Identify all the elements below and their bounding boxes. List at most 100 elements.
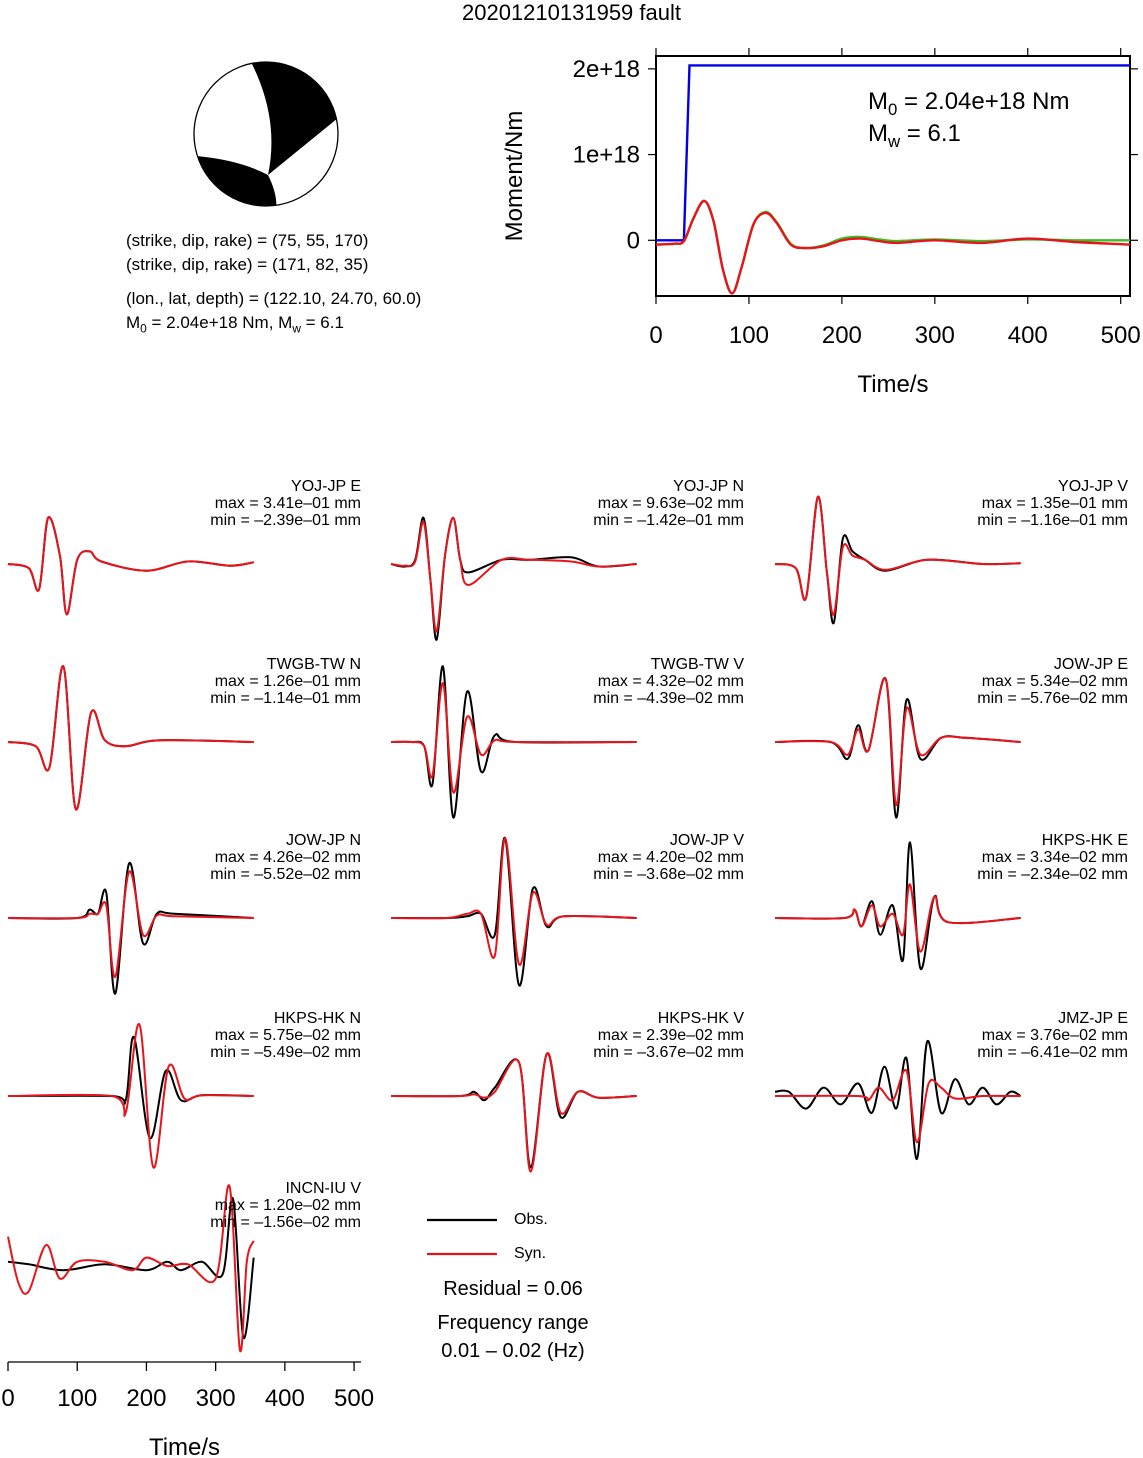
wave-x-tick-label: 300 bbox=[196, 1385, 236, 1412]
legend-syn-label: Syn. bbox=[514, 1245, 547, 1262]
moment-y-tick-label: 0 bbox=[627, 227, 640, 254]
wave-x-axis-label: Time/s bbox=[149, 1434, 220, 1458]
moment-plot-frame bbox=[655, 55, 1131, 297]
station-min-value: min = –2.34e–02 mm bbox=[977, 866, 1128, 883]
station-min-value: min = –6.41e–02 mm bbox=[977, 1044, 1128, 1061]
station-max-value: max = 2.39e–02 mm bbox=[597, 1027, 744, 1044]
plane2-text: (strike, dip, rake) = (171, 82, 35) bbox=[126, 255, 369, 274]
wave-x-tick-label: 0 bbox=[1, 1385, 14, 1412]
station-max-value: max = 4.20e–02 mm bbox=[597, 849, 744, 866]
wave-x-tick-label: 400 bbox=[265, 1385, 305, 1412]
moment-y-axis-label: Moment/Nm bbox=[501, 111, 528, 242]
syn-trace bbox=[7, 870, 254, 978]
station-min-value: min = –4.39e–02 mm bbox=[593, 690, 744, 707]
station-max-value: max = 1.20e–02 mm bbox=[214, 1197, 361, 1214]
frequency-range-label: Frequency range bbox=[437, 1312, 589, 1334]
wave-x-tick-label: 200 bbox=[126, 1385, 166, 1412]
syn-trace bbox=[7, 665, 254, 811]
moment-series-2 bbox=[655, 199, 1131, 295]
station-max-value: max = 3.41e–01 mm bbox=[214, 495, 361, 512]
obs-trace bbox=[7, 1197, 255, 1340]
syn-trace bbox=[390, 682, 637, 794]
figure-title: 20201210131959 fault bbox=[462, 0, 681, 25]
station-name: HKPS-HK E bbox=[1041, 832, 1128, 849]
station-name: YOJ-JP E bbox=[291, 478, 361, 495]
station-name: JOW-JP V bbox=[669, 832, 744, 849]
station-name: JOW-JP N bbox=[286, 832, 361, 849]
station-min-value: min = –1.56e–02 mm bbox=[210, 1214, 361, 1231]
moment-summary: M0 = 2.04e+18 Nm, Mw = 6.1 bbox=[126, 313, 344, 336]
syn-trace bbox=[7, 516, 254, 616]
station-name: YOJ-JP V bbox=[1058, 478, 1128, 495]
wave-x-tick-label: 500 bbox=[334, 1385, 374, 1412]
syn-trace bbox=[774, 883, 1021, 953]
moment-x-tick-label: 400 bbox=[1008, 322, 1048, 349]
station-min-value: min = –3.67e–02 mm bbox=[593, 1044, 744, 1061]
moment-x-tick-label: 300 bbox=[915, 322, 955, 349]
frequency-range-values: 0.01 – 0.02 (Hz) bbox=[441, 1340, 585, 1362]
station-name: JOW-JP E bbox=[1053, 656, 1128, 673]
station-name: JMZ-JP E bbox=[1058, 1010, 1128, 1027]
moment-series-0 bbox=[656, 64, 1130, 242]
station-name: INCN-IU V bbox=[285, 1180, 361, 1197]
station-max-value: max = 9.63e–02 mm bbox=[597, 495, 744, 512]
moment-x-axis-label: Time/s bbox=[857, 371, 928, 398]
station-max-value: max = 5.34e–02 mm bbox=[981, 673, 1128, 690]
moment-x-tick-label: 500 bbox=[1101, 322, 1141, 349]
station-name: TWGB-TW V bbox=[650, 656, 744, 673]
moment-mw-annotation: Mw = 6.1 bbox=[868, 120, 961, 151]
station-max-value: max = 3.76e–02 mm bbox=[981, 1027, 1128, 1044]
station-max-value: max = 4.26e–02 mm bbox=[214, 849, 361, 866]
residual-text: Residual = 0.06 bbox=[443, 1278, 583, 1300]
location-text: (lon., lat, depth) = (122.10, 24.70, 60.… bbox=[126, 289, 422, 308]
station-name: HKPS-HK N bbox=[273, 1010, 361, 1027]
syn-trace bbox=[390, 1052, 637, 1173]
obs-trace bbox=[774, 1040, 1022, 1161]
plane1-text: (strike, dip, rake) = (75, 55, 170) bbox=[126, 231, 369, 250]
station-max-value: max = 3.34e–02 mm bbox=[981, 849, 1128, 866]
station-name: HKPS-HK V bbox=[657, 1010, 744, 1027]
moment-y-tick-label: 1e+18 bbox=[573, 142, 640, 169]
station-max-value: max = 1.26e–01 mm bbox=[214, 673, 361, 690]
moment-x-tick-label: 0 bbox=[649, 322, 662, 349]
moment-m0-annotation: M0 = 2.04e+18 Nm bbox=[868, 88, 1070, 119]
syn-trace bbox=[390, 516, 637, 633]
station-max-value: max = 5.75e–02 mm bbox=[214, 1027, 361, 1044]
station-name: YOJ-JP N bbox=[673, 478, 744, 495]
moment-x-tick-label: 100 bbox=[729, 322, 769, 349]
station-name: TWGB-TW N bbox=[266, 656, 361, 673]
syn-trace bbox=[390, 837, 637, 966]
station-min-value: min = –5.49e–02 mm bbox=[210, 1044, 361, 1061]
syn-trace bbox=[774, 495, 1021, 616]
syn-trace bbox=[774, 677, 1021, 807]
wave-x-tick-label: 100 bbox=[57, 1385, 97, 1412]
station-min-value: min = –2.39e–01 mm bbox=[210, 512, 361, 529]
station-min-value: min = –1.16e–01 mm bbox=[977, 512, 1128, 529]
station-min-value: min = –5.76e–02 mm bbox=[977, 690, 1128, 707]
station-min-value: min = –3.68e–02 mm bbox=[593, 866, 744, 883]
legend-obs-label: Obs. bbox=[514, 1211, 548, 1228]
syn-trace bbox=[7, 1184, 255, 1353]
syn-trace bbox=[774, 1068, 1021, 1144]
moment-y-tick-label: 2e+18 bbox=[573, 56, 640, 83]
station-min-value: min = –5.52e–02 mm bbox=[210, 866, 361, 883]
station-min-value: min = –1.42e–01 mm bbox=[593, 512, 744, 529]
moment-x-tick-label: 200 bbox=[822, 322, 862, 349]
